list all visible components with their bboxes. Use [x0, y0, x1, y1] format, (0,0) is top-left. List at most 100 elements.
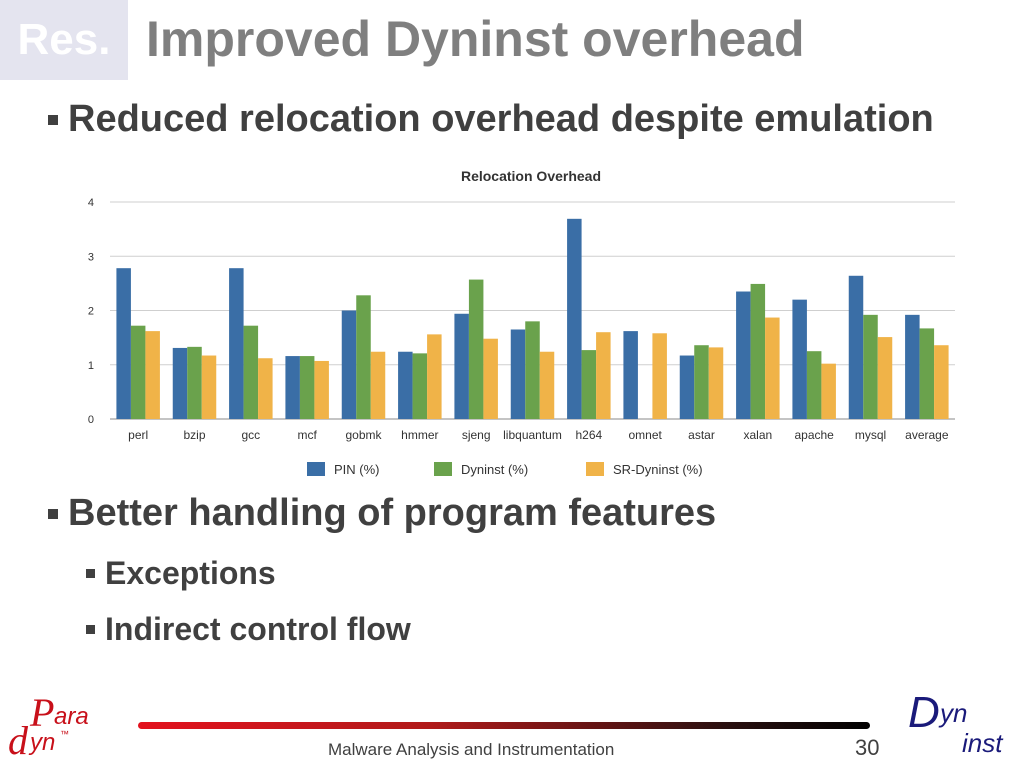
x-tick-label: astar	[688, 428, 715, 442]
bar-libquantum-dyninst	[525, 321, 540, 419]
bar-mcf-dyninst	[299, 356, 315, 419]
bar-xalan-pin	[736, 291, 751, 419]
x-tick-label: hmmer	[401, 428, 438, 442]
y-tick-label: 1	[88, 360, 94, 372]
bullet-square-icon	[86, 569, 95, 578]
bar-astar-sr-dyninst	[708, 347, 724, 419]
footer-text: Malware Analysis and Instrumentation	[328, 740, 615, 759]
bar-libquantum-sr-dyninst	[539, 351, 555, 419]
x-tick-label: libquantum	[503, 428, 562, 442]
bar-astar-dyninst	[694, 345, 709, 419]
dyninst-logo-yn: yn	[940, 698, 968, 728]
bar-h264-sr-dyninst	[596, 332, 611, 419]
dyninst-logo-inst: inst	[962, 728, 1003, 758]
bullet-2-text: Better handling of program features	[68, 492, 717, 534]
y-tick-label: 4	[88, 197, 94, 209]
x-tick-label: perl	[128, 428, 148, 442]
bar-h264-dyninst	[581, 350, 597, 419]
y-tick-label: 3	[88, 251, 94, 263]
bar-sjeng-pin	[454, 313, 469, 419]
section-badge-label: Res.	[17, 15, 111, 64]
bar-average-pin	[905, 314, 920, 419]
bar-perl-pin	[116, 268, 131, 419]
bar-perl-sr-dyninst	[145, 331, 160, 419]
x-tick-label: h264	[575, 428, 602, 442]
bar-bzip-pin	[172, 347, 188, 419]
x-tick-label: gcc	[241, 428, 260, 442]
bar-h264-pin	[567, 218, 582, 419]
x-tick-label: gobmk	[345, 428, 382, 442]
bar-xalan-dyninst	[750, 283, 766, 419]
paradyn-logo: P ara d yn ™	[8, 690, 103, 763]
x-tick-label: apache	[794, 428, 834, 442]
bar-average-dyninst	[919, 328, 935, 419]
x-tick-label: mysql	[855, 428, 886, 442]
paradyn-logo-p: P	[30, 690, 55, 735]
bar-omnet-sr-dyninst	[652, 333, 667, 419]
bar-libquantum-pin	[510, 329, 526, 419]
slide-title: Improved Dyninst overhead	[146, 11, 805, 67]
bullet-1-text: Reduced relocation overhead despite emul…	[68, 98, 934, 140]
bar-mysql-dyninst	[863, 314, 878, 419]
bullet-2: Better handling of program features	[48, 492, 716, 535]
sub-bullet-indirect-control-flow: Indirect control flow	[86, 611, 411, 648]
legend-label: SR-Dyninst (%)	[613, 462, 703, 477]
bar-bzip-dyninst	[187, 346, 202, 419]
bar-gobmk-dyninst	[356, 295, 371, 419]
legend-label: Dyninst (%)	[461, 462, 528, 477]
page-number: 30	[855, 735, 880, 760]
bar-mysql-sr-dyninst	[877, 337, 893, 419]
bullet-square-icon	[48, 508, 58, 519]
bar-hmmer-sr-dyninst	[427, 334, 442, 419]
bar-sjeng-dyninst	[468, 279, 484, 419]
bar-hmmer-dyninst	[412, 353, 428, 419]
sub-bullet-exceptions: Exceptions	[86, 555, 276, 592]
legend-swatch	[434, 462, 452, 476]
dyninst-logo-d: D	[908, 688, 940, 737]
legend-swatch	[307, 462, 325, 476]
paradyn-logo-tm: ™	[60, 729, 69, 739]
sub-bullet-2-text: Indirect control flow	[105, 611, 411, 647]
bar-apache-sr-dyninst	[821, 363, 836, 419]
bar-mcf-sr-dyninst	[314, 360, 329, 419]
paradyn-logo-ara: ara	[54, 703, 89, 730]
bar-astar-pin	[679, 355, 695, 419]
bullet-square-icon	[86, 625, 95, 634]
bullet-square-icon	[48, 114, 58, 125]
dyninst-logo: D yn inst	[908, 688, 1018, 764]
x-tick-label: sjeng	[462, 428, 491, 442]
bar-hmmer-pin	[398, 351, 413, 419]
relocation-overhead-chart: Relocation Overhead 0 1 2 3 4 perl bzip gcc mcf go…	[88, 168, 955, 477]
bar-gcc-pin	[229, 268, 244, 419]
bar-omnet-pin	[623, 331, 638, 419]
x-tick-label: mcf	[297, 428, 317, 442]
bar-gobmk-sr-dyninst	[370, 351, 386, 419]
y-tick-label: 2	[88, 306, 94, 318]
legend-label: PIN (%)	[334, 462, 380, 477]
chart-title: Relocation Overhead	[461, 168, 601, 184]
bar-mcf-pin	[285, 356, 300, 419]
bar-gcc-sr-dyninst	[258, 358, 273, 419]
x-tick-label: average	[905, 428, 949, 442]
bar-bzip-sr-dyninst	[201, 355, 217, 419]
paradyn-logo-d: d	[8, 718, 28, 763]
bar-sjeng-sr-dyninst	[483, 338, 498, 419]
footer-divider	[138, 722, 870, 729]
legend-swatch	[586, 462, 604, 476]
bar-perl-dyninst	[130, 325, 146, 419]
bullet-1: Reduced relocation overhead despite emul…	[48, 98, 934, 141]
sub-bullet-1-text: Exceptions	[105, 555, 276, 591]
y-tick-label: 0	[88, 414, 94, 426]
x-tick-label: bzip	[183, 428, 205, 442]
bar-gobmk-pin	[341, 310, 357, 419]
bar-gcc-dyninst	[243, 325, 259, 419]
x-tick-label: omnet	[628, 428, 662, 442]
bar-apache-dyninst	[806, 351, 822, 419]
bar-apache-pin	[792, 299, 807, 419]
bar-xalan-sr-dyninst	[765, 317, 780, 419]
x-tick-label: xalan	[743, 428, 772, 442]
section-badge: Res.	[0, 0, 128, 80]
paradyn-logo-yn: yn	[30, 729, 56, 756]
bar-average-sr-dyninst	[934, 345, 949, 419]
bar-mysql-pin	[848, 275, 864, 419]
